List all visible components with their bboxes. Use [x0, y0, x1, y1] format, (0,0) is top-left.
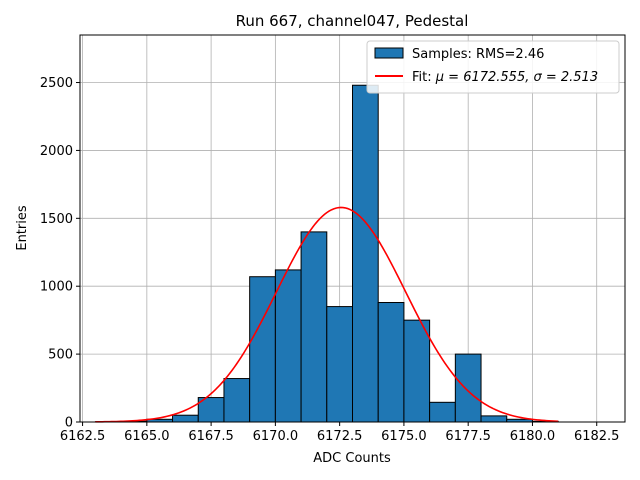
histogram-bar	[300, 231, 328, 423]
x-tick-label: 6170.0	[253, 429, 299, 444]
legend: Samples: RMS=2.46 Fit: μ = 6172.555, σ =…	[366, 40, 620, 94]
y-tick-label: 2000	[40, 144, 73, 159]
histogram-bar	[223, 378, 251, 423]
y-axis-ticks: 0 500 1000 1500 2000 2500	[40, 76, 80, 431]
legend-histogram-label: Samples: RMS=2.46	[412, 47, 544, 62]
histogram-bar	[454, 353, 482, 423]
x-tick-label: 6182.5	[574, 429, 620, 444]
x-axis-title: ADC Counts	[313, 451, 391, 466]
x-tick-label: 6180.0	[510, 429, 556, 444]
y-tick-label: 1500	[40, 212, 73, 227]
legend-fit-math: μ = 6172.555, σ = 2.513	[435, 70, 598, 85]
histogram-bar	[429, 401, 456, 423]
histogram-bar	[249, 276, 276, 423]
x-tick-label: 6167.5	[188, 429, 234, 444]
x-tick-label: 6165.0	[124, 429, 170, 444]
y-axis-title: Entries	[15, 205, 30, 251]
x-tick-label: 6175.0	[381, 429, 427, 444]
y-tick-label: 2500	[40, 76, 73, 91]
plot-frame	[79, 34, 626, 423]
y-tick-label: 500	[48, 348, 73, 363]
legend-histogram-swatch	[374, 47, 404, 59]
histogram-bar	[172, 414, 199, 423]
legend-fit-prefix: Fit:	[412, 70, 436, 85]
x-axis-ticks: 6162.5 6165.0 6167.5 6170.0 6172.5 6175.0 6177…	[60, 422, 620, 444]
histogram-bar	[403, 319, 431, 423]
y-tick-label: 1000	[40, 280, 73, 295]
fit-curve	[95, 206, 559, 423]
y-tick-label: 0	[65, 416, 73, 431]
x-tick-label: 6177.5	[445, 429, 491, 444]
chart-title: Run 667, channel047, Pedestal	[236, 12, 469, 30]
histogram-bar	[274, 269, 302, 423]
x-tick-label: 6162.5	[60, 429, 106, 444]
fit-curve-layer	[95, 206, 559, 423]
histogram-bar	[326, 306, 353, 423]
legend-box	[366, 40, 620, 94]
x-tick-label: 6172.5	[317, 429, 363, 444]
histogram-bar	[480, 415, 508, 423]
histogram-bar	[377, 302, 405, 423]
legend-fit-label: Fit: μ = 6172.555, σ = 2.513	[412, 70, 598, 85]
histogram-bar	[352, 84, 379, 423]
